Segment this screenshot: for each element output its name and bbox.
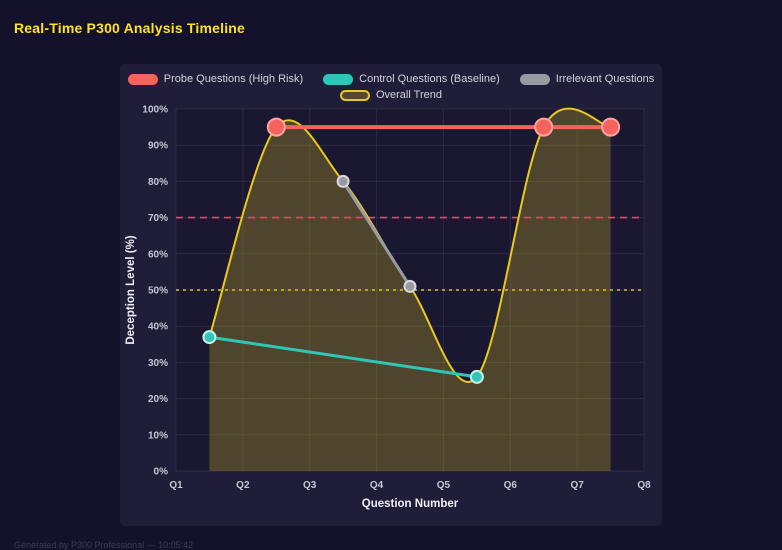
irrelevant-point[interactable] [336,174,350,188]
legend-label: Irrelevant Questions [555,73,655,85]
x-tick-label: Q2 [236,480,250,491]
chart-legend: Probe Questions (High Risk) Control Quest… [127,64,655,101]
y-tick-label: 40% [148,322,168,333]
legend-swatch-trend [339,89,370,101]
legend-label: Probe Questions (High Risk) [163,73,304,85]
probe-point[interactable] [601,117,621,137]
x-axis-title: Question Number [362,498,459,510]
legend-item-irrelevant[interactable]: Irrelevant Questions [519,73,655,85]
legend-item-probe[interactable]: Probe Questions (High Risk) [127,73,304,85]
x-tick-label: Q3 [303,480,317,491]
legend-row-1: Probe Questions (High Risk) Control Quest… [127,73,655,85]
legend-item-trend[interactable]: Overall Trend [339,89,442,101]
chart-panel: Probe Questions (High Risk) Control Quest… [120,64,662,526]
footer-note: Generated by P300 Professional — 10:05:4… [14,540,194,550]
page-title: Real-Time P300 Analysis Timeline [14,20,246,36]
probe-point[interactable] [534,117,554,137]
x-tick-label: Q7 [570,480,584,491]
timeline-chart: 0% 10% 20% 30% 40% 50% 60% 70% 80% 90% 100% Q1 Q2 Q3 Q… [125,105,651,511]
legend-label: Control Questions (Baseline) [359,73,500,85]
y-tick-label: 10% [148,430,168,441]
x-tick-label: Q8 [637,480,651,491]
x-tick-label: Q6 [504,480,518,491]
legend-swatch-control [323,73,354,85]
control-point[interactable] [469,369,484,384]
legend-swatch-irrelevant [519,73,550,85]
x-tick-label: Q1 [169,480,183,491]
legend-swatch-probe [127,73,158,85]
y-tick-label: 30% [148,358,168,369]
y-tick-label: 50% [148,286,168,297]
y-tick-label: 60% [148,249,168,260]
y-tick-label: 20% [148,394,168,405]
y-tick-label: 0% [154,467,169,478]
control-point[interactable] [202,330,217,345]
x-tick-label: Q4 [370,480,384,491]
legend-label: Overall Trend [375,89,442,101]
probe-point[interactable] [266,117,286,137]
legend-item-control[interactable]: Control Questions (Baseline) [323,73,500,85]
y-tick-label: 90% [148,141,168,152]
x-tick-label: Q5 [437,480,451,491]
y-tick-label: 100% [142,105,168,116]
irrelevant-point[interactable] [403,279,417,293]
control-line [207,335,479,379]
y-axis-title: Deception Level (%) [125,235,137,344]
y-tick-label: 70% [148,213,168,224]
y-tick-label: 80% [148,177,168,188]
irrelevant-line [341,179,412,288]
legend-row-2: Overall Trend [339,89,442,101]
